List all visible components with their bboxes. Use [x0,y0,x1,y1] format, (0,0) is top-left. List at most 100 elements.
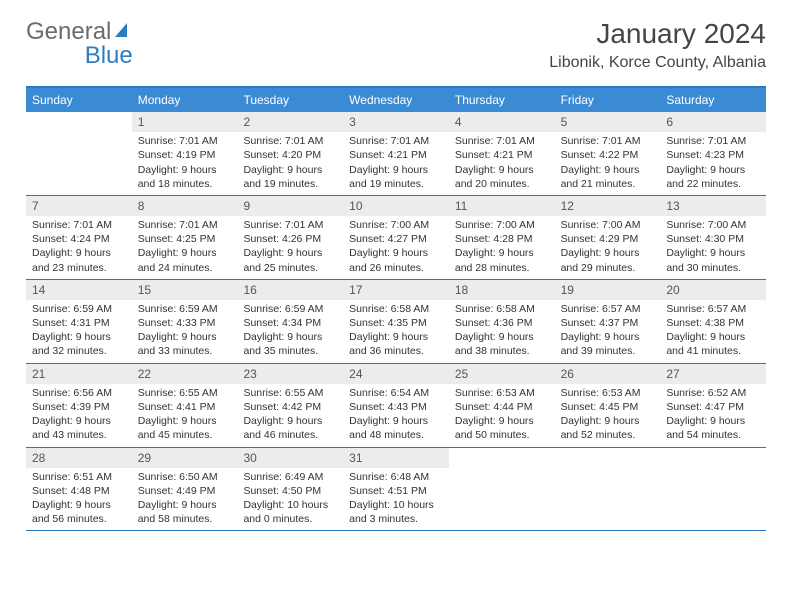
sunset-line: Sunset: 4:45 PM [561,400,655,414]
calendar-cell: 29Sunrise: 6:50 AMSunset: 4:49 PMDayligh… [132,448,238,531]
day-number: 25 [449,364,555,384]
sunrise-line: Sunrise: 7:00 AM [349,218,443,232]
day-details: Sunrise: 7:01 AMSunset: 4:21 PMDaylight:… [449,132,555,195]
calendar-cell: 10Sunrise: 7:00 AMSunset: 4:27 PMDayligh… [343,196,449,279]
day-details: Sunrise: 7:00 AMSunset: 4:27 PMDaylight:… [343,216,449,279]
day-details: Sunrise: 7:00 AMSunset: 4:30 PMDaylight:… [660,216,766,279]
month-title: January 2024 [549,18,766,50]
day-number: 27 [660,364,766,384]
day-number: 17 [343,280,449,300]
day-number: 7 [26,196,132,216]
day-number: 15 [132,280,238,300]
sunset-line: Sunset: 4:51 PM [349,484,443,498]
calendar-cell: 18Sunrise: 6:58 AMSunset: 4:36 PMDayligh… [449,280,555,363]
calendar-cell: . [555,448,661,531]
sunrise-line: Sunrise: 6:55 AM [243,386,337,400]
sunset-line: Sunset: 4:25 PM [138,232,232,246]
day-number: 12 [555,196,661,216]
sunset-line: Sunset: 4:39 PM [32,400,126,414]
daylight-line: Daylight: 9 hours and 56 minutes. [32,498,126,526]
sunset-line: Sunset: 4:19 PM [138,148,232,162]
week-row: .1Sunrise: 7:01 AMSunset: 4:19 PMDayligh… [26,112,766,196]
day-number: 21 [26,364,132,384]
sunrise-line: Sunrise: 7:01 AM [561,134,655,148]
sunrise-line: Sunrise: 7:00 AM [561,218,655,232]
calendar: SundayMondayTuesdayWednesdayThursdayFrid… [26,86,766,531]
day-number: 26 [555,364,661,384]
calendar-cell: 6Sunrise: 7:01 AMSunset: 4:23 PMDaylight… [660,112,766,195]
calendar-cell: 12 Sunrise: 7:00 AMSunset: 4:29 PMDayligh… [555,196,661,279]
sunrise-line: Sunrise: 6:48 AM [349,470,443,484]
day-details: Sunrise: 6:53 AMSunset: 4:45 PMDaylight:… [555,384,661,447]
day-details: Sunrise: 6:49 AMSunset: 4:50 PMDaylight:… [237,468,343,531]
day-details: Sunrise: 7:01 AMSunset: 4:22 PMDaylight:… [555,132,661,195]
day-number: 2 [237,112,343,132]
day-details: Sunrise: 6:51 AMSunset: 4:48 PMDaylight:… [26,468,132,531]
day-number: 13 [660,196,766,216]
day-number: 3 [343,112,449,132]
sunrise-line: Sunrise: 6:58 AM [349,302,443,316]
sunset-line: Sunset: 4:47 PM [666,400,760,414]
sunrise-line: Sunrise: 6:50 AM [138,470,232,484]
sunrise-line: Sunrise: 6:57 AM [666,302,760,316]
daylight-line: Daylight: 9 hours and 24 minutes. [138,246,232,274]
daylight-line: Daylight: 9 hours and 50 minutes. [455,414,549,442]
day-header-thursday: Thursday [449,88,555,112]
calendar-cell: 7Sunrise: 7:01 AMSunset: 4:24 PMDaylight… [26,196,132,279]
calendar-cell: 24Sunrise: 6:54 AMSunset: 4:43 PMDayligh… [343,364,449,447]
daylight-line: Daylight: 9 hours and 29 minutes. [561,246,655,274]
daylight-line: Daylight: 9 hours and 58 minutes. [138,498,232,526]
sunrise-line: Sunrise: 6:57 AM [561,302,655,316]
day-details: Sunrise: 7:01 AMSunset: 4:21 PMDaylight:… [343,132,449,195]
daylight-line: Daylight: 9 hours and 52 minutes. [561,414,655,442]
calendar-cell: 14Sunrise: 6:59 AMSunset: 4:31 PMDayligh… [26,280,132,363]
day-number: 6 [660,112,766,132]
calendar-cell: 16Sunrise: 6:59 AMSunset: 4:34 PMDayligh… [237,280,343,363]
daylight-line: Daylight: 9 hours and 43 minutes. [32,414,126,442]
calendar-cell: 23Sunrise: 6:55 AMSunset: 4:42 PMDayligh… [237,364,343,447]
calendar-cell: 31Sunrise: 6:48 AMSunset: 4:51 PMDayligh… [343,448,449,531]
daylight-line: Daylight: 9 hours and 23 minutes. [32,246,126,274]
day-details: Sunrise: 7:01 AMSunset: 4:24 PMDaylight:… [26,216,132,279]
day-details: Sunrise: 6:58 AMSunset: 4:35 PMDaylight:… [343,300,449,363]
sunrise-line: Sunrise: 7:01 AM [138,134,232,148]
day-details: Sunrise: 7:01 AMSunset: 4:23 PMDaylight:… [660,132,766,195]
day-number: 22 [132,364,238,384]
day-number: 4 [449,112,555,132]
sunset-line: Sunset: 4:24 PM [32,232,126,246]
sunset-line: Sunset: 4:29 PM [561,232,655,246]
sunrise-line: Sunrise: 6:54 AM [349,386,443,400]
calendar-cell: 30Sunrise: 6:49 AMSunset: 4:50 PMDayligh… [237,448,343,531]
calendar-cell: . [26,112,132,195]
sunrise-line: Sunrise: 7:01 AM [32,218,126,232]
calendar-cell: . [660,448,766,531]
calendar-cell: 11Sunrise: 7:00 AMSunset: 4:28 PMDayligh… [449,196,555,279]
sunset-line: Sunset: 4:33 PM [138,316,232,330]
week-row: 7Sunrise: 7:01 AMSunset: 4:24 PMDaylight… [26,196,766,280]
calendar-cell: 8Sunrise: 7:01 AMSunset: 4:25 PMDaylight… [132,196,238,279]
sunrise-line: Sunrise: 7:01 AM [666,134,760,148]
daylight-line: Daylight: 10 hours and 0 minutes. [243,498,337,526]
brand-part2: Blue [85,42,133,70]
sunrise-line: Sunrise: 6:49 AM [243,470,337,484]
day-details: Sunrise: 6:56 AMSunset: 4:39 PMDaylight:… [26,384,132,447]
calendar-cell: 19Sunrise: 6:57 AMSunset: 4:37 PMDayligh… [555,280,661,363]
daylight-line: Daylight: 9 hours and 19 minutes. [243,163,337,191]
day-details: Sunrise: 6:50 AMSunset: 4:49 PMDaylight:… [132,468,238,531]
calendar-cell: 13Sunrise: 7:00 AMSunset: 4:30 PMDayligh… [660,196,766,279]
daylight-line: Daylight: 9 hours and 33 minutes. [138,330,232,358]
sunset-line: Sunset: 4:21 PM [455,148,549,162]
day-number: 30 [237,448,343,468]
calendar-cell: 26Sunrise: 6:53 AMSunset: 4:45 PMDayligh… [555,364,661,447]
sunrise-line: Sunrise: 7:01 AM [243,134,337,148]
sunset-line: Sunset: 4:48 PM [32,484,126,498]
day-details: Sunrise: 7:01 AMSunset: 4:26 PMDaylight:… [237,216,343,279]
day-details: Sunrise: 6:59 AMSunset: 4:31 PMDaylight:… [26,300,132,363]
sunset-line: Sunset: 4:36 PM [455,316,549,330]
sunset-line: Sunset: 4:37 PM [561,316,655,330]
calendar-cell: 21Sunrise: 6:56 AMSunset: 4:39 PMDayligh… [26,364,132,447]
sunset-line: Sunset: 4:34 PM [243,316,337,330]
day-details: Sunrise: 6:58 AMSunset: 4:36 PMDaylight:… [449,300,555,363]
calendar-cell: 4Sunrise: 7:01 AMSunset: 4:21 PMDaylight… [449,112,555,195]
sunrise-line: Sunrise: 6:53 AM [561,386,655,400]
